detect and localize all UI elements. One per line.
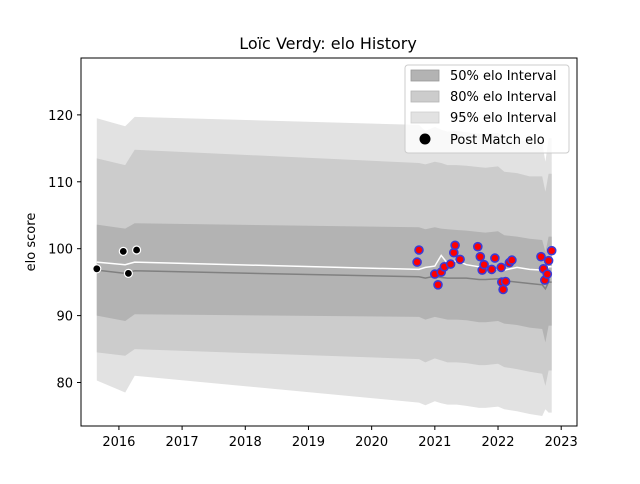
legend-label-post-match: Post Match elo	[450, 133, 545, 148]
legend-swatch-80	[410, 90, 440, 103]
post-match-point-recent	[542, 269, 553, 279]
post-match-point-recent	[472, 241, 483, 252]
post-match-point-recent	[455, 254, 465, 265]
median-elo-line	[96, 269, 552, 291]
post-match-point	[92, 264, 102, 274]
x-tick-label: 2022	[481, 435, 514, 450]
post-match-point-recent	[412, 257, 422, 267]
legend-label-80: 80% elo Interval	[450, 90, 557, 105]
post-match-point	[132, 245, 142, 255]
post-match-point-recent	[475, 251, 486, 262]
x-tick-label: 2018	[229, 435, 262, 450]
post-match-point-recent	[543, 255, 554, 266]
post-match-point-recent	[490, 253, 500, 263]
band-50-interval	[96, 223, 552, 343]
x-tick-label: 2019	[292, 435, 325, 450]
x-tick-label: 2023	[545, 435, 578, 450]
post-match-point-recent	[507, 255, 517, 265]
post-match-point	[118, 246, 128, 256]
plot-frame	[80, 57, 578, 427]
legend-marker-post-match	[419, 133, 431, 145]
x-tick-label: 2020	[355, 435, 388, 450]
y-tick-label: 100	[48, 243, 73, 258]
x-tick-label: 2021	[418, 435, 451, 450]
legend-frame	[404, 64, 570, 154]
post-match-point-recent	[450, 240, 460, 251]
post-match-point-recent	[546, 245, 557, 256]
post-match-point-recent	[433, 279, 443, 290]
post-match-point-recent	[536, 251, 546, 262]
chart-title: Loïc Verdy: elo History	[239, 34, 417, 53]
axes-ticks: 2016 2017 2018 2019 2020 2021 2022 2023 80 90 100 1…	[48, 109, 578, 450]
legend-label-50: 50% elo Interval	[450, 69, 557, 84]
legend-swatch-95	[410, 111, 440, 124]
post-match-point-recent	[500, 276, 511, 287]
y-axis-label: elo score	[24, 213, 39, 272]
x-tick-label: 2016	[102, 435, 135, 450]
y-tick-label: 120	[48, 109, 73, 124]
post-match-point-recent	[498, 284, 508, 295]
post-match-point-recent	[496, 262, 507, 273]
y-tick-label: 90	[56, 310, 73, 325]
post-match-point-recent	[414, 245, 424, 255]
plot-area	[92, 116, 557, 417]
post-match-point-recent	[486, 264, 497, 275]
y-tick-label: 110	[48, 176, 73, 191]
legend-label-95: 95% elo Interval	[450, 111, 557, 126]
x-tick-label: 2017	[166, 435, 199, 450]
legend-swatch-50	[410, 69, 440, 82]
post-match-point-recent	[445, 259, 456, 269]
legend: 50% elo Interval 80% elo Interval 95% el…	[404, 64, 570, 154]
post-match-point	[123, 268, 133, 278]
post-match-point-recent	[479, 259, 489, 270]
y-tick-label: 80	[56, 377, 73, 392]
